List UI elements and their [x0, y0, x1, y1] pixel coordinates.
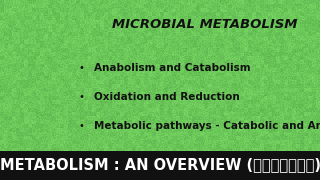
- Text: Oxidation and Reduction: Oxidation and Reduction: [94, 92, 240, 102]
- Text: METABOLISM : AN OVERVIEW (தமிழில்): METABOLISM : AN OVERVIEW (தமிழில்): [0, 158, 320, 173]
- Text: Metabolic pathways - Catabolic and Anabolic: Metabolic pathways - Catabolic and Anabo…: [94, 121, 320, 131]
- Text: •: •: [79, 121, 84, 131]
- Text: •: •: [79, 63, 84, 73]
- Text: Anabolism and Catabolism: Anabolism and Catabolism: [94, 63, 251, 73]
- Text: •: •: [79, 92, 84, 102]
- Text: MICROBIAL METABOLISM: MICROBIAL METABOLISM: [112, 18, 298, 31]
